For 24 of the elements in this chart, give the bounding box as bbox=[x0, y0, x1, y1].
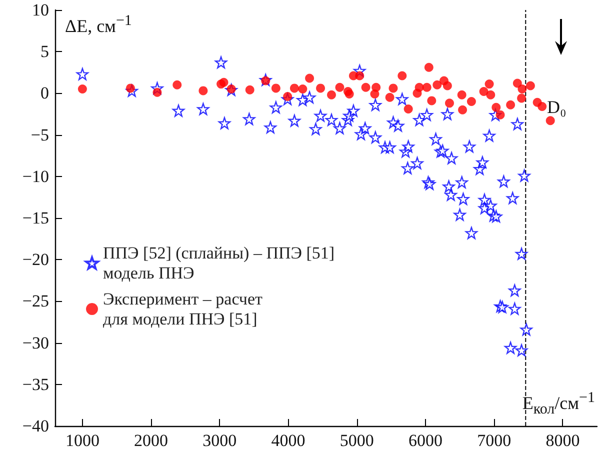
x-tick-label: 8000 bbox=[546, 431, 580, 450]
x-tick-label: 6000 bbox=[408, 431, 442, 450]
x-tick-label: 7000 bbox=[477, 431, 512, 450]
legend-label: Эксперимент – расчет для модели ПНЭ [51] bbox=[103, 290, 264, 328]
x-tick-label: 2000 bbox=[134, 431, 168, 450]
x-tick-label: 1000 bbox=[65, 431, 100, 450]
legend-label: ППЭ [52] (сплайны) – ППЭ [51] модель ПНЭ bbox=[103, 244, 335, 282]
y-tick-label: −30 bbox=[22, 333, 49, 352]
y-tick-label: −25 bbox=[22, 292, 49, 311]
y-tick-label: −35 bbox=[22, 374, 49, 394]
y-tick-label: −40 bbox=[22, 416, 49, 436]
y-tick-label: −20 bbox=[22, 250, 49, 270]
annotation: D₀ bbox=[547, 97, 566, 117]
x-tick-label: 5000 bbox=[340, 431, 374, 450]
y-axis-title: ΔE, см$^{−1}$ bbox=[65, 13, 132, 36]
y-tick-label: −5 bbox=[30, 125, 49, 144]
y-tick-label: −15 bbox=[22, 208, 49, 228]
x-tick-label: 3000 bbox=[202, 431, 237, 450]
y-tick-label: 5 bbox=[40, 42, 49, 62]
x-tick-label: 4000 bbox=[271, 431, 306, 450]
x-axis-title: E$_{кол}$/см$^{−1}$ bbox=[522, 390, 595, 418]
y-tick-label: 10 bbox=[32, 0, 49, 20]
y-tick-label: −10 bbox=[22, 166, 49, 186]
y-tick-label: 0 bbox=[40, 84, 49, 103]
